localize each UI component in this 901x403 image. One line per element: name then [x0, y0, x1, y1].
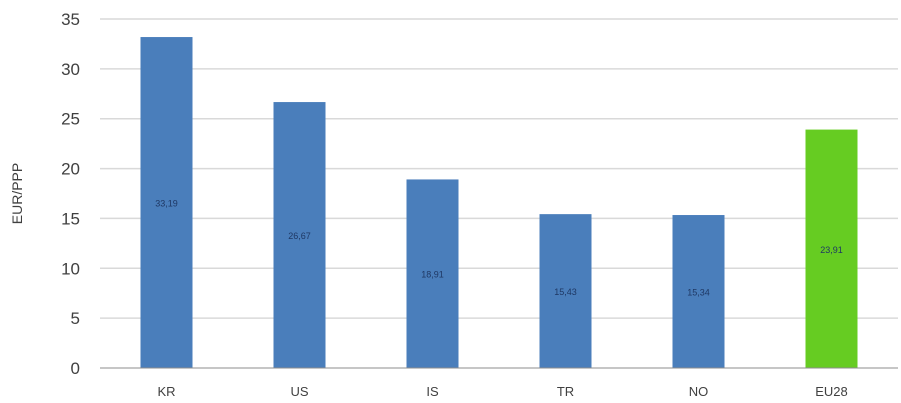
- data-label-us: 26,67: [288, 231, 311, 241]
- y-tick-label: 25: [61, 110, 80, 129]
- y-tick-label: 0: [71, 359, 80, 378]
- grid-lines: [100, 18, 898, 319]
- data-label-no: 15,34: [687, 288, 710, 298]
- bar-eu28: [805, 129, 858, 368]
- x-tick-label-us: US: [290, 384, 308, 399]
- bar-us: [273, 102, 326, 368]
- bar-tr: [539, 214, 592, 368]
- y-axis-title: EUR/PPP: [9, 163, 25, 224]
- x-tick-label-tr: TR: [557, 384, 574, 399]
- y-tick-label: 35: [61, 10, 80, 29]
- y-tick-label: 15: [61, 209, 80, 228]
- data-label-kr: 33,19: [155, 199, 178, 209]
- y-tick-label: 30: [61, 60, 80, 79]
- bars: [140, 37, 858, 369]
- data-labels: 33,19 26,67 18,91 15,43 15,34 23,91: [155, 199, 843, 298]
- data-label-is: 18,91: [421, 270, 444, 280]
- x-axis-labels: KR US IS TR NO EU28: [157, 384, 847, 399]
- y-tick-label: 20: [61, 160, 80, 179]
- bar-is: [406, 179, 459, 368]
- bar-kr: [140, 37, 193, 369]
- x-tick-label-is: IS: [426, 384, 439, 399]
- x-tick-label-kr: KR: [157, 384, 175, 399]
- x-tick-label-eu28: EU28: [815, 384, 848, 399]
- data-label-tr: 15,43: [554, 287, 577, 297]
- x-tick-label-no: NO: [689, 384, 709, 399]
- y-tick-label: 10: [61, 259, 80, 278]
- y-tick-label: 5: [71, 309, 80, 328]
- bar-no: [672, 215, 725, 368]
- data-label-eu28: 23,91: [820, 245, 843, 255]
- y-axis-ticks: 0 5 10 15 20 25 30 35: [61, 10, 80, 378]
